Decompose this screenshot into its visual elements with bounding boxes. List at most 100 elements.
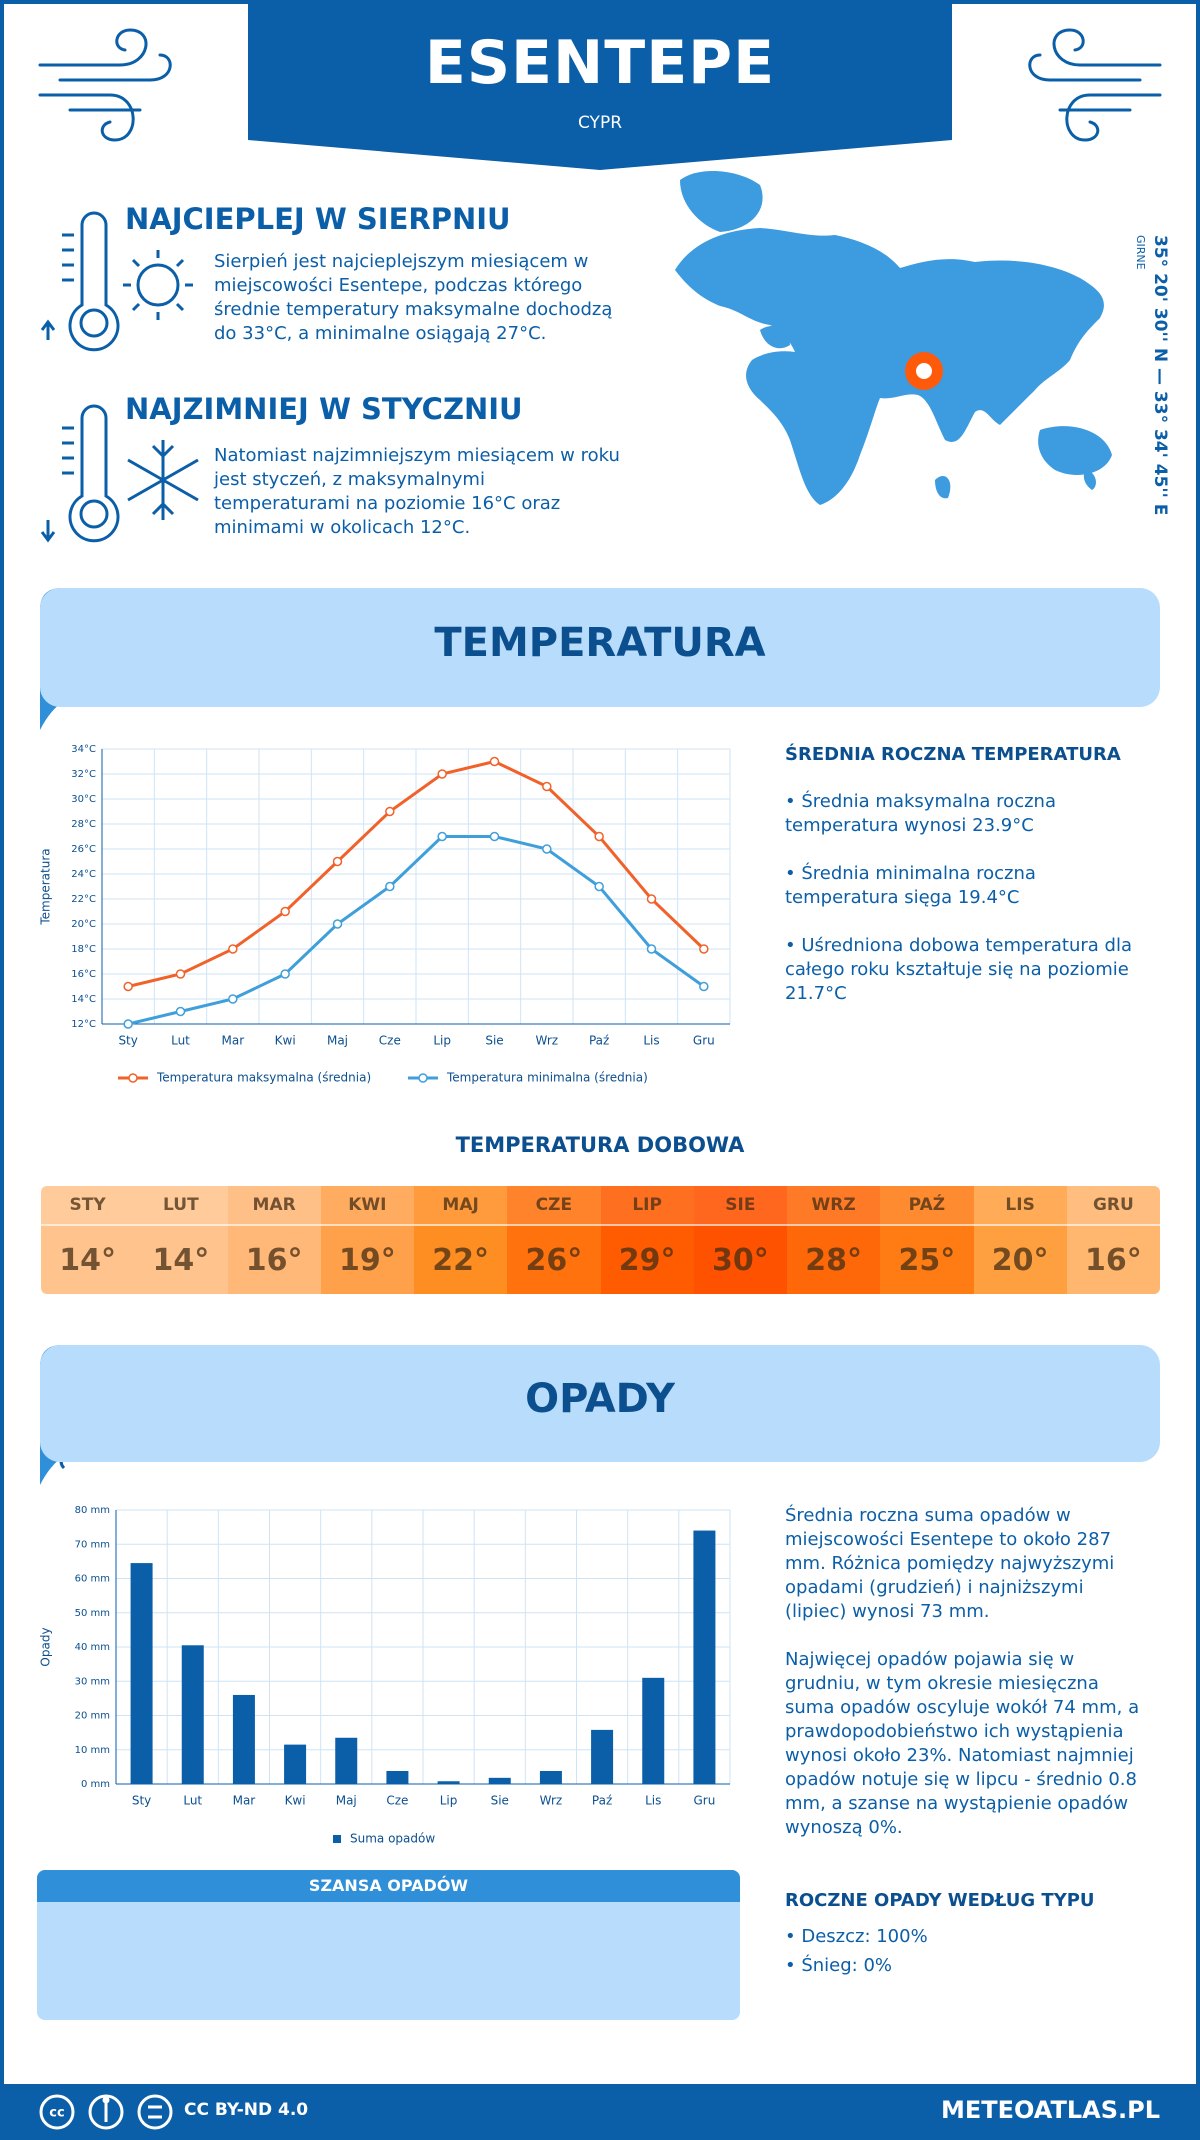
daily-value: 16° [245,1242,303,1278]
daily-month: MAJ [414,1186,508,1226]
daily-month: GRU [1066,1186,1160,1226]
daily-value: 20° [991,1242,1049,1278]
temperature-banner [40,588,1160,707]
point [542,844,552,854]
daily-title: TEMPERATURA DOBOWA [455,1133,745,1157]
type-title: ROCZNE OPADY WEDŁUG TYPU [785,1890,1095,1911]
daily-month: SIE [693,1186,787,1226]
daily-month: KWI [320,1186,414,1226]
type-item: • Śnieg: 0% [785,1955,893,1976]
daily-value: 16° [1085,1242,1142,1278]
point [332,919,343,929]
x-tick-label: Gru [693,1794,715,1808]
point [489,831,500,842]
precipitation-banner [40,1345,1160,1462]
point [699,944,709,954]
bar [437,1781,460,1784]
y-axis-label: Opady [39,1627,53,1666]
wind-icon [38,28,172,142]
x-tick-label: Lis [643,1034,659,1048]
daily-column: LIP 29° [600,1186,694,1294]
x-tick-label: Sty [118,1034,137,1048]
point [385,806,395,817]
daily-value: 26° [525,1242,583,1278]
daily-month: STY [41,1186,135,1226]
daily-month: PAŹ [880,1186,974,1226]
x-tick-label: Kwi [275,1034,296,1048]
summary-item: • Średnia maksymalna roczna temperatura … [785,791,1056,836]
point [594,831,604,842]
point [542,781,552,792]
daily-column: CZE 26° [507,1186,601,1294]
x-tick-label: Wrz [536,1034,559,1048]
daily-value: 14° [152,1242,210,1278]
legend-marker [418,1073,428,1083]
city: GIRNE [1134,235,1147,270]
thermometer-icon [40,404,199,543]
daily-value: 22° [432,1242,489,1278]
point [385,881,395,892]
daily-column: MAJ 22° [414,1186,508,1294]
warmest-text: Sierpień jest najcieplejszym miesiącem w… [214,251,613,344]
bar [386,1770,409,1784]
y-tick-label: 16°C [71,969,96,980]
x-tick-label: Mar [233,1794,256,1808]
daily-month: MAR [227,1186,321,1226]
daily-table: STY 14° LUT 14° MAR 16° KWI 19° MAJ 22° CZE 26° LIP 2… [41,1186,1160,1294]
temperature-summary-title: ŚREDNIA ROCZNA TEMPERATURA [785,744,1121,765]
daily-value: 28° [805,1242,862,1278]
y-tick-label: 12°C [71,1019,96,1030]
daily-column: GRU 16° [1066,1186,1160,1294]
legend-marker [333,1835,341,1843]
x-tick-label: Gru [693,1034,715,1048]
y-tick-label: 20°C [71,919,96,930]
point [332,856,343,867]
precipitation-title: OPADY [525,1376,675,1422]
page-subtitle: CYPR [577,113,623,133]
chance-title: SZANSA OPADÓW [37,1870,740,1902]
daily-column: LUT 14° [134,1186,228,1294]
daily-month: LIS [973,1186,1067,1226]
y-tick-label: 32°C [71,769,96,780]
warmest-title: NAJCIEPLEJ W SIERPNIU [125,202,511,236]
license: CC BY-ND 4.0 [184,2100,309,2120]
y-tick-label: 70 mm [75,1539,110,1550]
bar [335,1737,358,1784]
y-tick-label: 80 mm [75,1505,110,1516]
y-tick-label: 26°C [71,844,96,855]
y-tick-label: 50 mm [75,1608,110,1619]
daily-column: STY 14° [41,1186,135,1294]
y-tick-label: 40 mm [75,1642,110,1653]
y-tick-label: 24°C [71,869,96,880]
line [127,835,705,1026]
x-tick-label: Mar [222,1034,245,1048]
point [489,756,500,767]
x-tick-label: Cze [379,1034,401,1048]
daily-value: 14° [59,1242,116,1278]
y-tick-label: 30°C [71,794,96,805]
bar [591,1729,614,1784]
daily-column: LIS 20° [973,1186,1067,1294]
legend-label: Temperatura minimalna (średnia) [446,1071,648,1085]
point [437,831,447,842]
point [175,969,186,979]
x-tick-label: Sie [485,1034,503,1048]
summary-paragraph: Najwięcej opadów pojawia się w grudniu, … [785,1649,1140,1838]
x-tick-label: Sty [132,1794,151,1808]
bar [130,1563,153,1784]
legend-marker [128,1073,138,1083]
x-tick-label: Sie [491,1794,509,1808]
temperature-summary: • Średnia maksymalna roczna temperatura … [785,790,1155,1030]
y-tick-label: 30 mm [75,1676,110,1687]
x-tick-label: Lip [440,1794,458,1808]
thermometer-icon [40,211,193,352]
y-tick-label: 0 mm [81,1779,110,1790]
legend-label: Temperatura maksymalna (średnia) [156,1071,371,1085]
temperature-title: TEMPERATURA [434,620,766,666]
wind-icon [1028,28,1162,142]
location-marker-dot [916,363,932,379]
site: METEOATLAS.PL [940,2096,1160,2124]
point [646,944,657,954]
point [646,894,657,904]
